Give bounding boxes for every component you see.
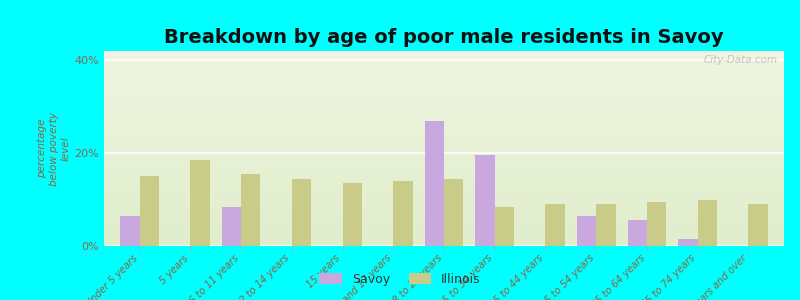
Text: City-Data.com: City-Data.com (703, 55, 778, 65)
Bar (120, 216, 139, 246)
Bar (628, 220, 647, 246)
Bar (425, 121, 444, 246)
Bar (596, 204, 615, 246)
Bar (139, 176, 159, 246)
Bar (577, 216, 596, 246)
Y-axis label: percentage
below poverty
level: percentage below poverty level (37, 112, 70, 185)
Bar (475, 155, 494, 246)
Bar (647, 202, 666, 246)
Bar (678, 239, 698, 246)
Title: Breakdown by age of poor male residents in Savoy: Breakdown by age of poor male residents … (164, 28, 724, 47)
Bar (749, 204, 768, 246)
Bar (394, 181, 413, 246)
Bar (342, 183, 362, 246)
Bar (241, 174, 260, 246)
Legend: Savoy, Illinois: Savoy, Illinois (314, 268, 486, 291)
Bar (546, 204, 565, 246)
Bar (494, 206, 514, 246)
Bar (222, 206, 241, 246)
Bar (292, 179, 311, 246)
Bar (190, 160, 210, 246)
Bar (444, 179, 463, 246)
Bar (698, 200, 717, 246)
